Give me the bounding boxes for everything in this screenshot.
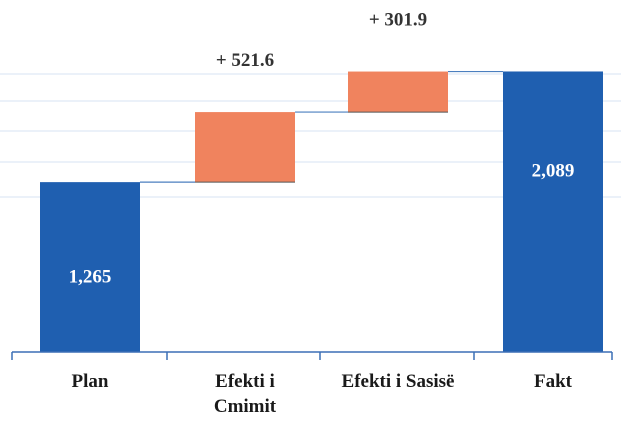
x-axis bbox=[11, 351, 613, 360]
bar-fakt bbox=[503, 71, 603, 352]
bar-efekti-i-cmimit bbox=[195, 112, 295, 183]
value-label-efekti-i-cmimit: + 521.6 bbox=[216, 50, 274, 71]
connector-lines bbox=[140, 70, 503, 183]
value-label-efekti-i-sasise: + 301.9 bbox=[369, 10, 427, 31]
bars bbox=[40, 71, 603, 352]
x-tick-label-efekti-i-sasise: Efekti i Sasisë bbox=[342, 371, 455, 392]
bar-efekti-i-sasise bbox=[348, 71, 448, 113]
x-tick-label-plan: Plan bbox=[72, 371, 109, 392]
value-label-plan: 1,265 bbox=[69, 267, 112, 288]
x-tick-label-fakt: Fakt bbox=[534, 371, 573, 392]
bar-plan bbox=[40, 182, 140, 352]
x-tick-label-efekti-i-cmimit: Efekti i Cmimit bbox=[214, 371, 277, 417]
value-label-fakt: 2,089 bbox=[532, 161, 575, 182]
value-labels: 1,265 + 521.6 + 301.9 2,089 bbox=[69, 10, 575, 288]
x-tick-labels: Plan Efekti i Cmimit Efekti i Sasisë Fakt bbox=[72, 371, 573, 417]
